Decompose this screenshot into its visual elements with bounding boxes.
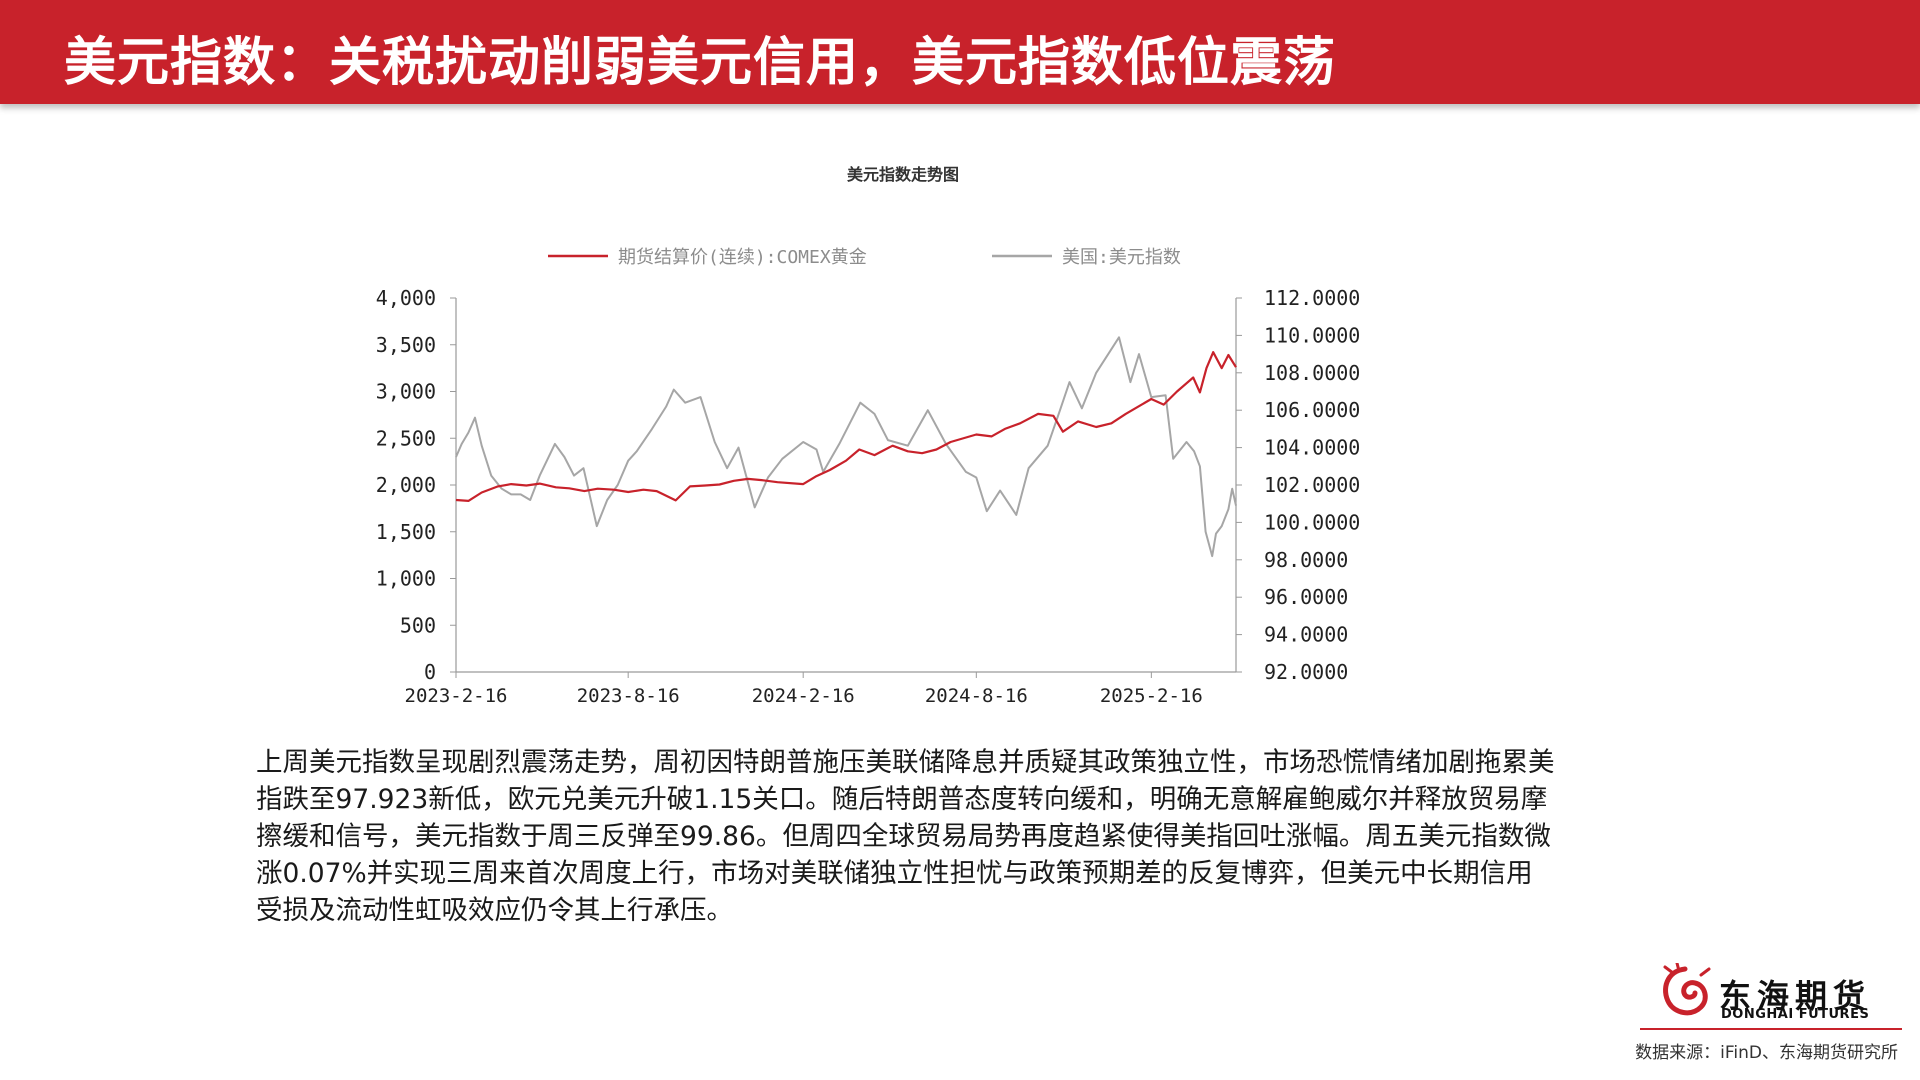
x-tick-label: 2023-8-16 xyxy=(577,685,680,707)
left-tick-label: 2,500 xyxy=(376,426,436,450)
right-tick-label: 110.0000 xyxy=(1264,323,1360,347)
footer-divider xyxy=(1640,1028,1902,1030)
left-tick-label: 0 xyxy=(424,660,436,684)
left-tick-label: 4,000 xyxy=(376,286,436,310)
right-tick-label: 100.0000 xyxy=(1264,510,1360,534)
right-tick-label: 92.0000 xyxy=(1264,660,1348,684)
dragon-logo-icon xyxy=(1663,963,1711,1016)
right-tick-label: 96.0000 xyxy=(1264,585,1348,609)
x-tick-label: 2025-2-16 xyxy=(1100,685,1203,707)
x-tick-label: 2024-8-16 xyxy=(925,685,1028,707)
left-tick-label: 500 xyxy=(400,613,436,637)
chart-title: 美元指数走势图 xyxy=(847,165,959,184)
analysis-paragraph: 上周美元指数呈现剧烈震荡走势，周初因特朗普施压美联储降息并质疑其政策独立性，市场… xyxy=(256,747,1555,926)
chart-legend: 期货结算价(连续):COMEX黄金 美国:美元指数 xyxy=(548,247,1181,268)
plot-area xyxy=(455,336,1237,558)
right-tick-label: 98.0000 xyxy=(1264,548,1348,572)
logo-chinese-name: 东海期货 xyxy=(1719,977,1872,1015)
legend-label: 期货结算价(连续):COMEX黄金 xyxy=(618,247,867,268)
chart-axes: 0 500 1,000 1,500 2,000 2,500 3,000 3,500 4,000 9… xyxy=(376,286,1361,707)
right-tick-label: 112.0000 xyxy=(1264,286,1360,310)
gold-price-line xyxy=(455,351,1237,502)
left-tick-label: 1,500 xyxy=(376,520,436,544)
right-tick-label: 106.0000 xyxy=(1264,398,1360,422)
data-source: 数据来源：iFinD、东海期货研究所 xyxy=(1635,1043,1898,1063)
x-tick-label: 2023-2-16 xyxy=(405,685,508,707)
logo-english-name: DONGHAI FUTURES xyxy=(1721,1007,1870,1022)
right-tick-label: 102.0000 xyxy=(1264,473,1360,497)
right-tick-label: 94.0000 xyxy=(1264,623,1348,647)
page-title: 美元指数：关税扰动削弱美元信用，美元指数低位震荡 xyxy=(64,33,1337,93)
left-tick-label: 1,000 xyxy=(376,567,436,591)
brand-logo: 东海期货 DONGHAI FUTURES xyxy=(1655,963,1895,1027)
right-tick-label: 104.0000 xyxy=(1264,436,1360,460)
left-tick-label: 3,500 xyxy=(376,333,436,357)
right-tick-label: 108.0000 xyxy=(1264,361,1360,385)
dollar-index-line xyxy=(455,336,1237,558)
left-tick-label: 2,000 xyxy=(376,473,436,497)
left-tick-label: 3,000 xyxy=(376,380,436,404)
x-tick-label: 2024-2-16 xyxy=(752,685,855,707)
title-bar: 美元指数：关税扰动削弱美元信用，美元指数低位震荡 xyxy=(0,0,1920,104)
legend-label: 美国:美元指数 xyxy=(1062,247,1181,268)
